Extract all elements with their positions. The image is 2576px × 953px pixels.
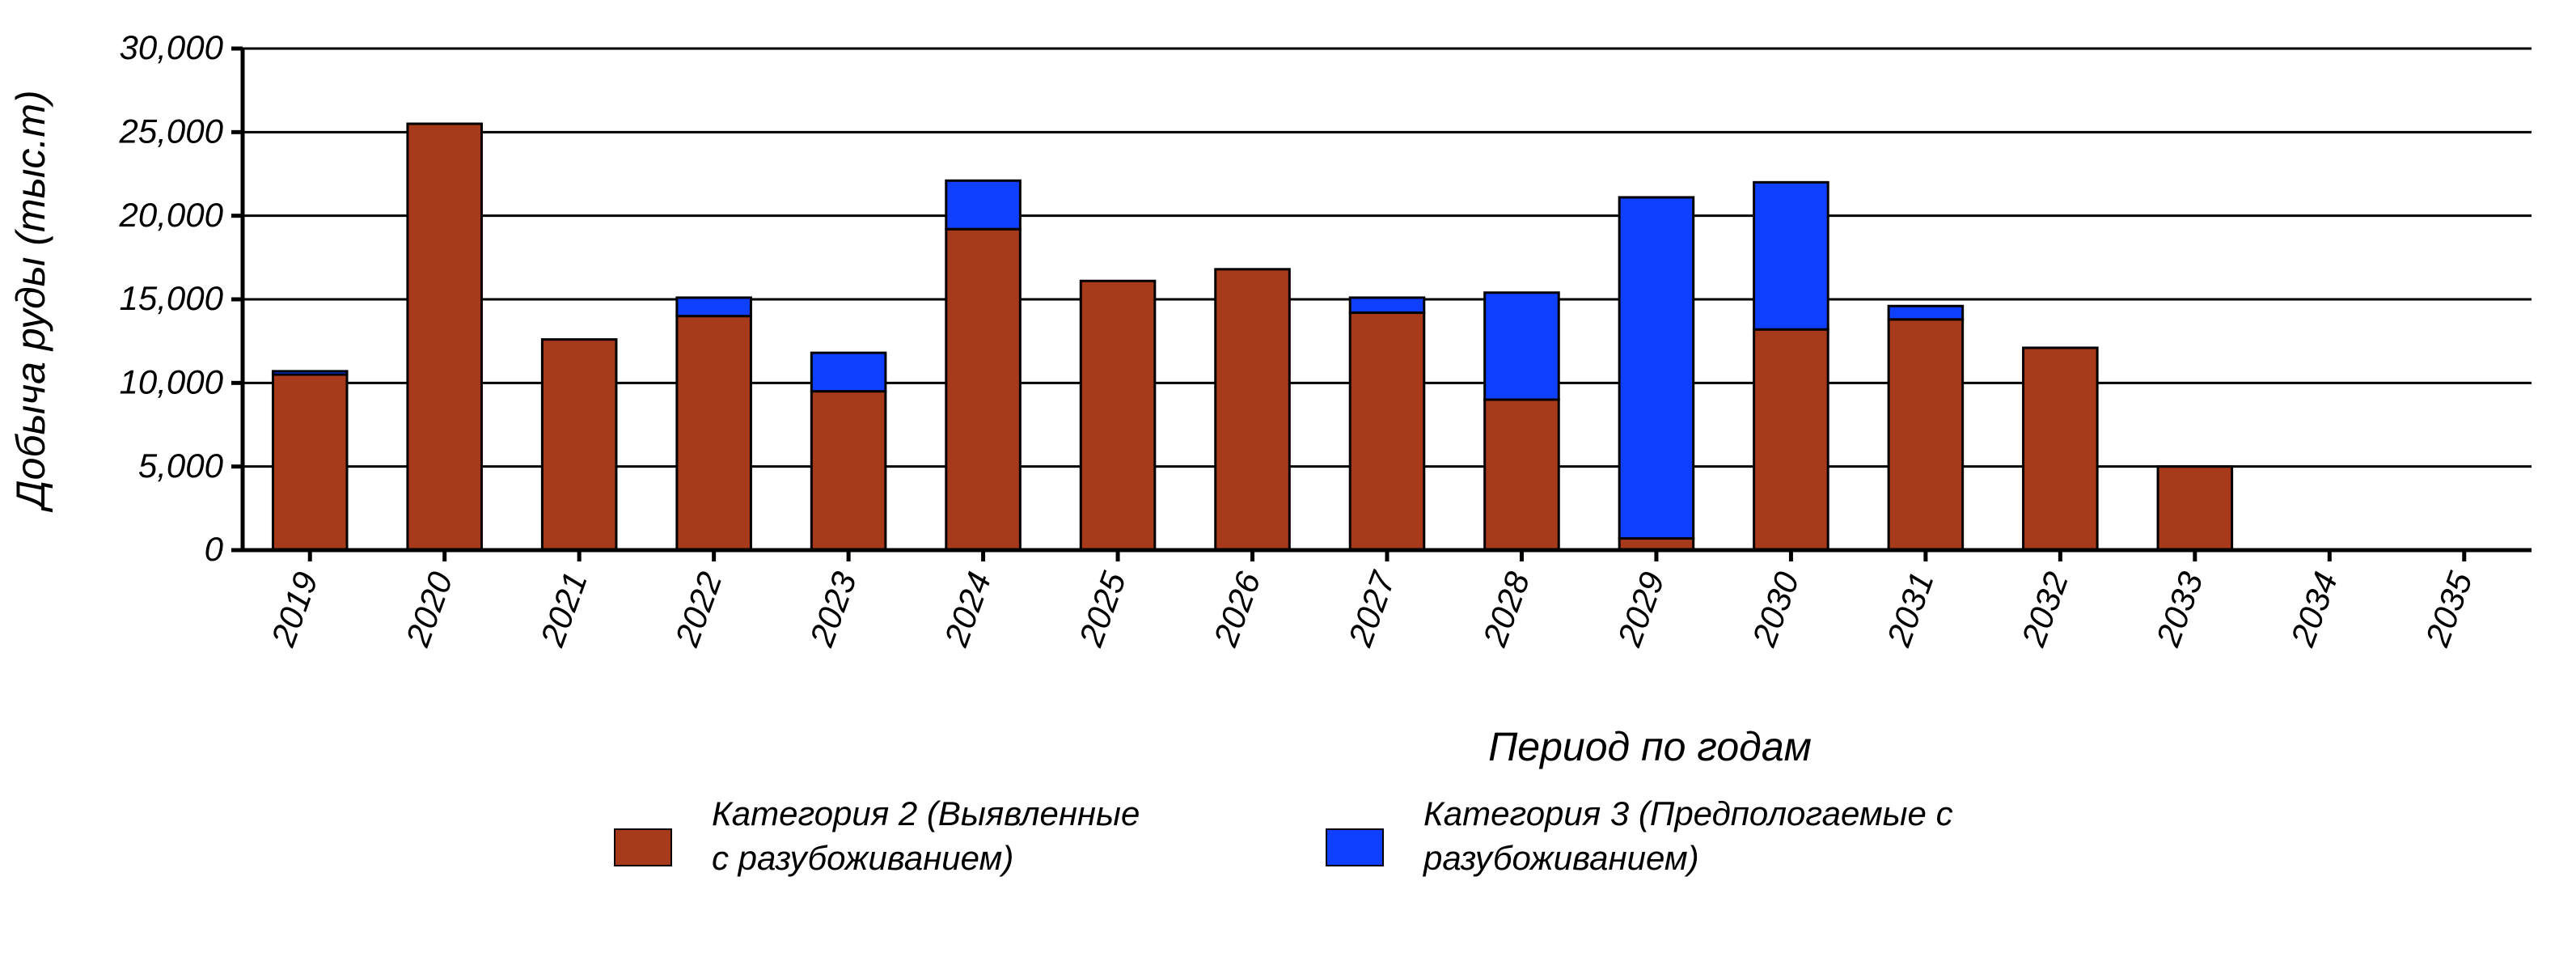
bar-cat2 bbox=[677, 316, 751, 550]
bar-cat2 bbox=[1754, 329, 1829, 550]
y-tick-label: 25,000 bbox=[119, 112, 224, 150]
bar-cat2 bbox=[2158, 467, 2232, 550]
ore-production-chart: 05,00010,00015,00020,00025,00030,0002019… bbox=[0, 0, 2576, 953]
legend-label: разубоживанием) bbox=[1422, 839, 1699, 877]
legend-swatch bbox=[1326, 829, 1383, 866]
chart-svg: 05,00010,00015,00020,00025,00030,0002019… bbox=[0, 0, 2576, 953]
bar-cat3 bbox=[1350, 298, 1424, 313]
y-tick-label: 0 bbox=[205, 530, 224, 568]
bar-cat2 bbox=[1216, 269, 1290, 550]
bar-cat2 bbox=[542, 340, 616, 550]
y-tick-label: 5,000 bbox=[138, 447, 224, 485]
legend-label: Категория 3 (Предпологаемые с bbox=[1423, 794, 1953, 832]
bar-cat2 bbox=[1081, 281, 1155, 550]
y-tick-label: 15,000 bbox=[120, 279, 224, 317]
bar-cat2 bbox=[273, 375, 347, 550]
bar-cat3 bbox=[1754, 182, 1829, 329]
bar-cat2 bbox=[1485, 400, 1559, 550]
y-tick-label: 10,000 bbox=[120, 362, 224, 400]
y-axis-label: Добыча руды (тыс.т) bbox=[8, 90, 53, 512]
bar-cat2 bbox=[946, 229, 1021, 550]
bar-cat3 bbox=[273, 371, 347, 375]
legend-label: Категория 2 (Выявленные bbox=[712, 794, 1140, 832]
bar-cat2 bbox=[1350, 313, 1424, 550]
bar-cat3 bbox=[1619, 197, 1694, 539]
bar-cat2 bbox=[1889, 320, 1963, 550]
bar-cat3 bbox=[1485, 293, 1559, 400]
bar-cat2 bbox=[811, 392, 886, 550]
bar-cat3 bbox=[811, 353, 886, 392]
y-tick-label: 20,000 bbox=[119, 196, 224, 234]
x-axis-label: Период по годам bbox=[1488, 724, 1812, 769]
bar-cat3 bbox=[946, 180, 1021, 229]
bar-cat3 bbox=[1889, 306, 1963, 320]
legend-swatch bbox=[615, 829, 671, 866]
y-tick-label: 30,000 bbox=[120, 28, 224, 66]
legend-label: с разубоживанием) bbox=[712, 839, 1013, 877]
bar-cat2 bbox=[408, 124, 482, 550]
bar-cat3 bbox=[677, 298, 751, 316]
bar-cat2 bbox=[2024, 348, 2098, 550]
